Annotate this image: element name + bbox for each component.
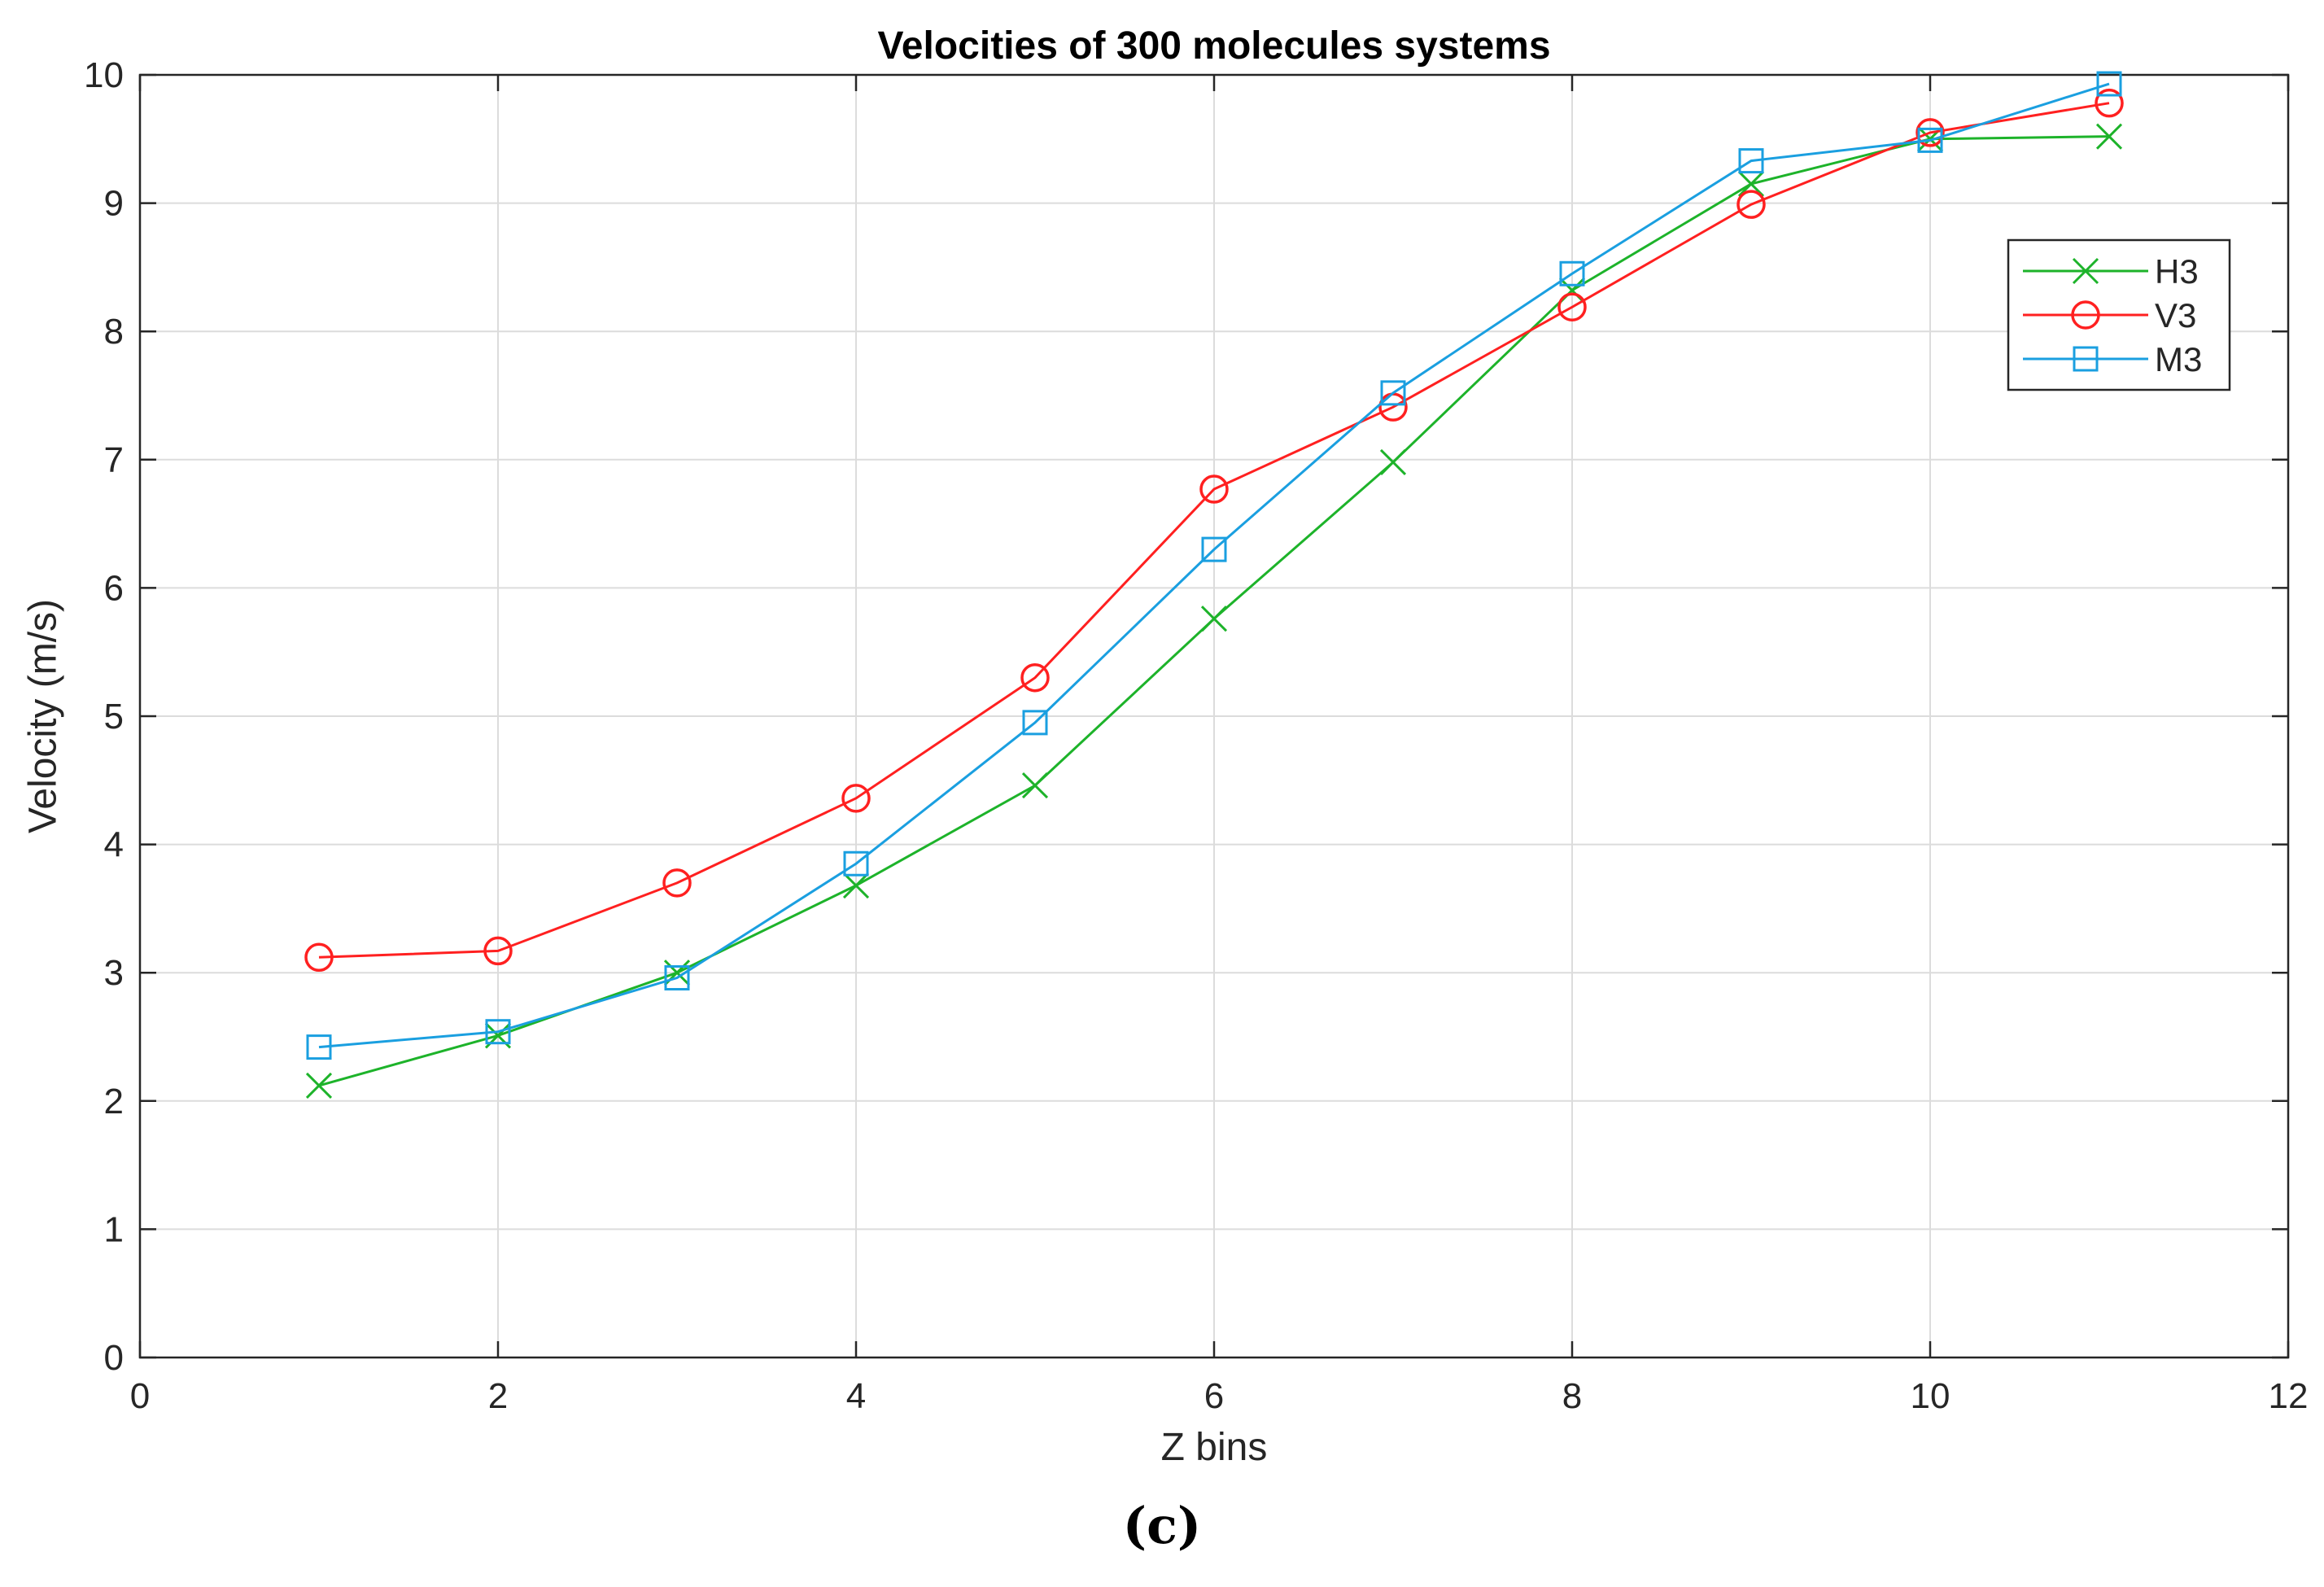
legend-item-h3: H3 bbox=[2023, 252, 2199, 291]
figure-caption: (c) bbox=[1122, 1496, 1202, 1555]
series-m3-marker bbox=[843, 850, 869, 877]
series-m3-marker bbox=[664, 965, 690, 991]
y-tick-label: 3 bbox=[104, 953, 124, 993]
chart-title: Velocities of 300 molecules systems bbox=[877, 24, 1550, 68]
series-h3 bbox=[305, 123, 2123, 1099]
series-v3-marker bbox=[1916, 118, 1945, 147]
series-m3 bbox=[306, 71, 2122, 1060]
series-m3-marker bbox=[306, 1034, 332, 1060]
series-v3-marker bbox=[304, 942, 334, 973]
x-tick-label: 0 bbox=[130, 1376, 150, 1416]
legend-label-m3: M3 bbox=[2155, 340, 2202, 378]
x-tick-label: 10 bbox=[1911, 1376, 1950, 1416]
y-tick-label: 5 bbox=[104, 697, 124, 737]
x-tick-label: 12 bbox=[2269, 1376, 2309, 1416]
series-v3-marker bbox=[2095, 88, 2124, 118]
series-v3-marker bbox=[1736, 190, 1766, 219]
series-m3-marker bbox=[2096, 71, 2122, 97]
series-h3-marker bbox=[1737, 170, 1765, 198]
y-tick-label: 8 bbox=[104, 312, 124, 352]
series-h3-marker bbox=[1021, 772, 1049, 799]
series-h3-marker bbox=[842, 872, 870, 899]
data-series bbox=[304, 71, 2124, 1099]
x-tick-label: 8 bbox=[1562, 1376, 1582, 1416]
series-h3-marker bbox=[305, 1072, 333, 1099]
legend-label-h3: H3 bbox=[2155, 252, 2199, 291]
series-m3-marker bbox=[485, 1019, 511, 1045]
legend-item-v3: V3 bbox=[2023, 296, 2196, 334]
series-m3-marker bbox=[1022, 710, 1048, 736]
series-v3-marker bbox=[483, 936, 513, 966]
series-m3-marker bbox=[1917, 127, 1943, 153]
y-tick-label: 0 bbox=[104, 1338, 124, 1378]
y-tick-label: 1 bbox=[104, 1209, 124, 1249]
series-v3-line bbox=[318, 102, 2110, 959]
legend-item-m3: M3 bbox=[2023, 340, 2202, 378]
series-v3-marker bbox=[1020, 662, 1050, 693]
series-m3-marker bbox=[1738, 148, 1764, 174]
series-m3-line bbox=[318, 82, 2110, 1049]
series-m3-marker bbox=[1559, 260, 1585, 286]
series-m3-marker bbox=[1380, 380, 1406, 406]
y-tick-label: 2 bbox=[104, 1082, 124, 1121]
series-h3-marker bbox=[2095, 123, 2123, 150]
series-v3-marker bbox=[662, 868, 692, 898]
y-axis-label: Velocity (m/s) bbox=[22, 599, 65, 833]
series-v3-marker bbox=[841, 784, 871, 813]
series-h3-marker bbox=[1379, 448, 1407, 476]
legend-v3-marker bbox=[2071, 300, 2100, 330]
y-tick-label: 7 bbox=[104, 440, 124, 480]
x-tick-label: 2 bbox=[488, 1376, 508, 1416]
y-tick-label: 9 bbox=[104, 184, 124, 224]
legend-m3-marker bbox=[2073, 346, 2099, 372]
x-tick-label: 4 bbox=[846, 1376, 866, 1416]
x-axis-label: Z bins bbox=[1161, 1426, 1268, 1469]
series-h3-marker bbox=[1200, 606, 1228, 632]
x-tick-label: 6 bbox=[1204, 1376, 1224, 1416]
y-tick-label: 10 bbox=[84, 55, 124, 95]
series-m3-marker bbox=[1201, 536, 1227, 562]
series-v3-marker bbox=[1557, 292, 1587, 322]
legend: H3 V3 M3 bbox=[2007, 238, 2231, 391]
y-tick-label: 4 bbox=[104, 825, 124, 865]
series-v3-marker bbox=[1199, 474, 1229, 504]
legend-h3-marker bbox=[2072, 257, 2099, 285]
legend-label-v3: V3 bbox=[2155, 296, 2196, 334]
y-tick-label: 6 bbox=[104, 568, 124, 608]
